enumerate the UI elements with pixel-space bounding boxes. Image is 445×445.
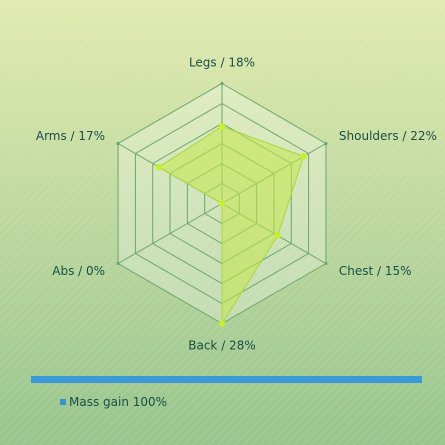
grid-vertex-shoulders xyxy=(324,141,328,146)
legend-label: Mass gain 100% xyxy=(69,395,167,409)
grid-vertex-chest xyxy=(324,261,328,266)
data-point-shoulders[interactable] xyxy=(300,153,307,160)
grid-vertex-legs xyxy=(220,81,224,86)
axis-label-legs: Legs / 18% xyxy=(189,56,255,70)
axis-label-back: Back / 28% xyxy=(188,339,255,353)
data-point-arms[interactable] xyxy=(155,163,163,171)
radar-series xyxy=(155,123,307,327)
axis-label-chest: Chest / 15% xyxy=(339,264,412,278)
grid-vertex-arms xyxy=(116,141,120,146)
radar-axis-labels: Legs / 18% Shoulders / 22% Chest / 15% Back… xyxy=(36,56,437,353)
legend: Mass gain 100% xyxy=(60,395,167,409)
data-point-legs[interactable] xyxy=(218,123,226,130)
data-point-chest[interactable] xyxy=(274,232,281,239)
data-point-abs[interactable] xyxy=(218,200,226,207)
legend-marker xyxy=(60,399,66,405)
axis-label-abs: Abs / 0% xyxy=(52,264,105,278)
axis-label-arms: Arms / 17% xyxy=(36,129,105,143)
axis-label-shoulders: Shoulders / 22% xyxy=(339,129,437,143)
grid-vertex-abs xyxy=(116,261,120,266)
data-point-back[interactable] xyxy=(218,320,226,327)
grid-spoke-abs xyxy=(117,203,223,264)
legend-bar xyxy=(31,376,422,383)
